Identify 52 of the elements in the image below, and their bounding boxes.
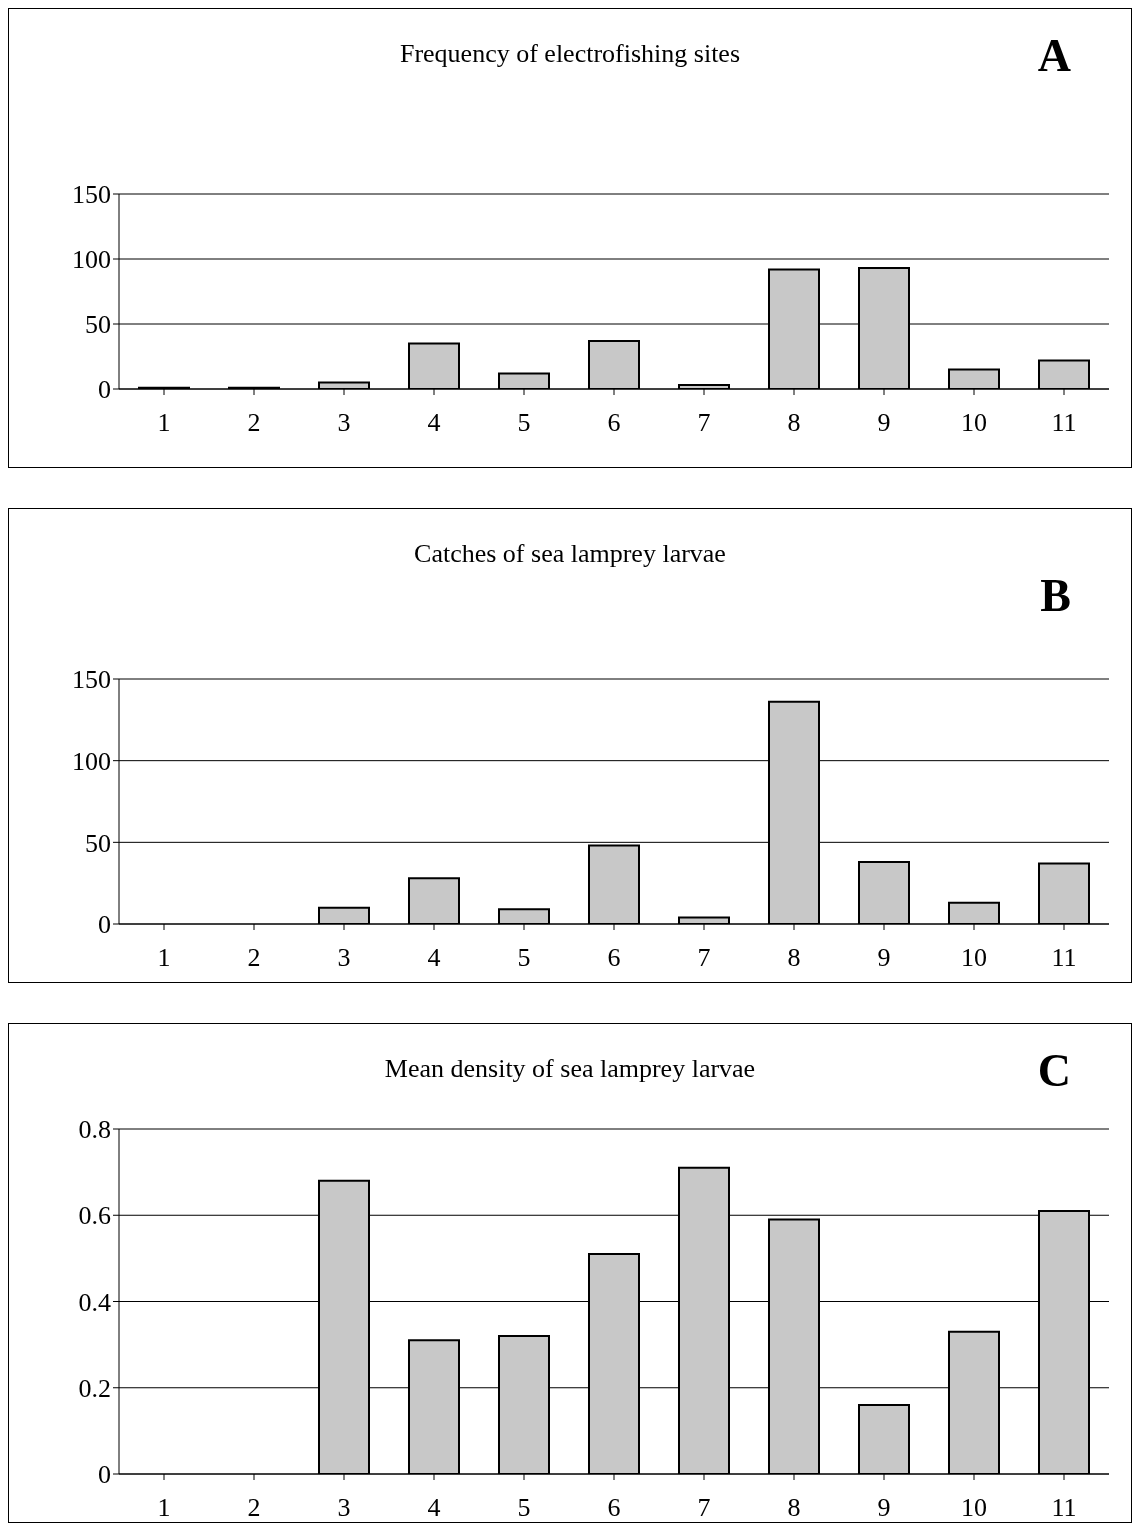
y-tick-label: 0: [98, 910, 111, 940]
x-tick-label: 10: [961, 1493, 987, 1523]
x-tick-label: 6: [607, 943, 621, 973]
x-tick-label: 8: [787, 408, 801, 438]
x-tick-label: 11: [1051, 1493, 1077, 1523]
x-tick-label: 4: [427, 408, 441, 438]
x-tick-label: 6: [607, 408, 621, 438]
y-tick-label: 150: [72, 180, 111, 210]
chart-title: Catches of sea lamprey larvae: [413, 539, 727, 569]
x-tick-label: 4: [427, 1493, 441, 1523]
x-tick-label: 8: [787, 1493, 801, 1523]
x-tick-label: 2: [247, 408, 261, 438]
x-tick-label: 1: [157, 943, 171, 973]
x-tick-label: 7: [697, 408, 711, 438]
x-tick-label: 4: [427, 943, 441, 973]
y-tick-label: 0.4: [78, 1287, 111, 1317]
x-tick-label: 7: [697, 1493, 711, 1523]
x-tick-label: 9: [877, 943, 891, 973]
text: B: [1040, 569, 1071, 622]
x-tick-label: 10: [961, 943, 987, 973]
x-tick-label: 2: [247, 943, 261, 973]
y-tick-label: 50: [85, 828, 111, 858]
y-tick-label: 100: [72, 245, 111, 275]
x-tick-label: 3: [337, 1493, 351, 1523]
x-tick-label: 3: [337, 943, 351, 973]
chart-title: Mean density of sea lamprey larvae: [384, 1054, 756, 1083]
chart-title: Frequency of electrofishing sites: [399, 39, 741, 68]
y-tick-label: 50: [85, 310, 111, 340]
x-tick-label: 5: [517, 1493, 531, 1523]
x-tick-label: 1: [157, 408, 171, 438]
x-tick-label: 1: [157, 1493, 171, 1523]
y-tick-label: 0: [98, 375, 111, 405]
y-tick-label: 0.2: [78, 1373, 111, 1403]
x-tick-label: 7: [697, 943, 711, 973]
x-tick-label: 9: [877, 1493, 891, 1523]
x-tick-label: 2: [247, 1493, 261, 1523]
x-tick-label: 3: [337, 408, 351, 438]
y-tick-label: 100: [72, 746, 111, 776]
x-tick-label: 11: [1051, 943, 1077, 973]
x-tick-label: 5: [517, 408, 531, 438]
y-tick-label: 0.8: [78, 1115, 111, 1145]
x-tick-label: 10: [961, 408, 987, 438]
x-tick-label: 9: [877, 408, 891, 438]
text: C: [1037, 1044, 1071, 1097]
x-tick-label: 8: [787, 943, 801, 973]
y-tick-label: 0.6: [78, 1201, 111, 1231]
x-tick-label: 5: [517, 943, 531, 973]
y-tick-label: 0: [98, 1460, 111, 1490]
y-tick-label: 150: [72, 665, 111, 695]
text: A: [1037, 29, 1071, 82]
x-tick-label: 6: [607, 1493, 621, 1523]
x-tick-label: 11: [1051, 408, 1077, 438]
